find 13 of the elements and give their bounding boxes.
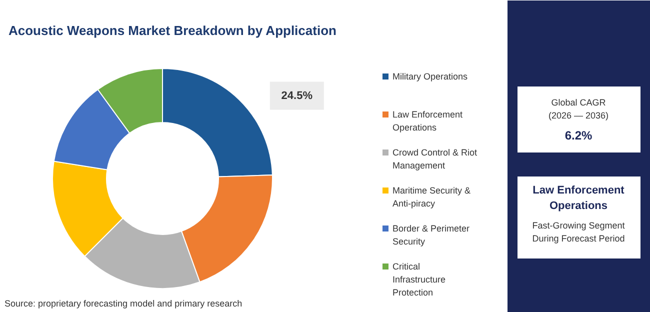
chart-title: Acoustic Weapons Market Breakdown by Application [8,23,337,38]
legend-label: Military Operations [392,72,468,82]
source-note: Source: proprietary forecasting model and primary research [4,298,242,308]
text: Global CAGR (2026 — 2036) [548,98,609,120]
legend-label: Crowd Control & Riot Management [392,148,478,170]
legend-label: Maritime Security & Anti-piracy [392,186,471,208]
legend-label: Border & Perimeter Security [392,224,470,246]
data-label: 24.5% [281,90,313,102]
legend-label: Law Enforcement Operations [392,110,464,132]
text: Fast-Growing Segment During Forecast Period [532,220,626,244]
text: 6.2% [564,128,593,142]
legend-label: Critical Infrastructure Protection [392,262,446,298]
text: Law Enforcement Operations [532,184,625,212]
